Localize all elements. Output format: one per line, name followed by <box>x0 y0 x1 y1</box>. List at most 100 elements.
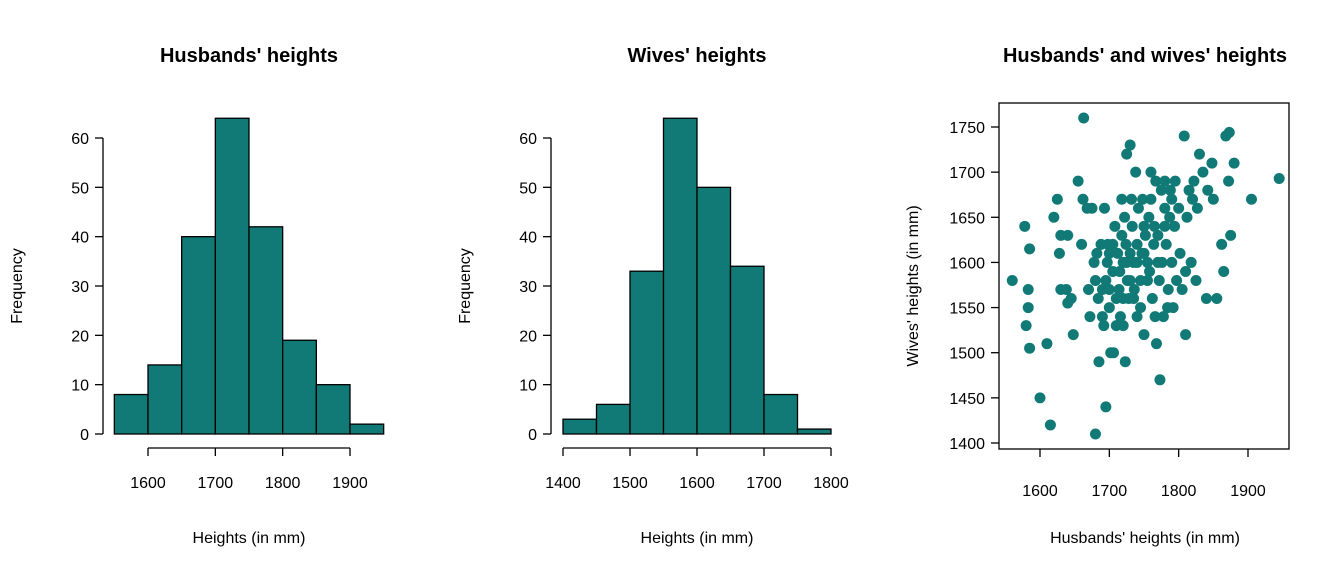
scatter-point <box>1019 220 1031 232</box>
y-tick-label: 30 <box>519 279 537 296</box>
scatter-point <box>1141 274 1153 286</box>
x-tick-label: 1700 <box>746 475 782 492</box>
scatter-point <box>1103 302 1115 314</box>
scatter-point <box>1139 229 1151 241</box>
scatter-point <box>1131 238 1143 250</box>
scatter-point <box>1138 247 1150 259</box>
scatter-point <box>1065 293 1077 305</box>
scatter-point <box>1084 311 1096 323</box>
scatter-point <box>1121 148 1133 160</box>
scatter-point <box>1062 229 1074 241</box>
y-tick-label: 20 <box>519 328 537 345</box>
scatter-point <box>1114 265 1126 277</box>
scatter-point <box>1103 284 1115 296</box>
histogram-bar <box>662 117 698 435</box>
y-tick-label: 60 <box>71 131 89 148</box>
scatter-point <box>1155 184 1167 196</box>
x-tick-label: 1800 <box>813 475 849 492</box>
x-tick-label: 1700 <box>1092 483 1128 500</box>
y-tick-label: 1450 <box>949 391 985 408</box>
scatter-point <box>1143 211 1155 223</box>
x-axis-label: Husbands' heights (in mm) <box>1050 530 1240 547</box>
scatter-point <box>1148 220 1160 232</box>
scatter-point <box>1091 247 1103 259</box>
scatter-point <box>1053 247 1065 259</box>
x-axis-label: Heights (in mm) <box>193 530 306 547</box>
y-tick-label: 0 <box>80 427 89 444</box>
scatter-point <box>1110 320 1122 332</box>
x-tick-label: 1500 <box>612 475 648 492</box>
chart-title: Husbands' and wives' heights <box>1003 45 1287 67</box>
scatter-point <box>1180 265 1192 277</box>
scatter-point <box>1078 112 1090 124</box>
x-axis-label: Heights (in mm) <box>641 530 754 547</box>
scatter-point <box>1145 166 1157 178</box>
scatter-point <box>1048 211 1060 223</box>
scatter-point <box>1089 274 1101 286</box>
scatter-point <box>1148 238 1160 250</box>
scatter-point <box>1034 392 1046 404</box>
scatter-point <box>1144 265 1156 277</box>
y-tick-label: 1400 <box>949 436 985 453</box>
y-tick-label: 50 <box>519 180 537 197</box>
scatter-point <box>1216 238 1228 250</box>
scatter-point <box>1098 202 1110 214</box>
scatter-point <box>1044 419 1056 431</box>
scatter-point <box>1124 139 1136 151</box>
scatter-point <box>1159 175 1171 187</box>
scatter-point <box>1200 293 1212 305</box>
scatter-point <box>1041 338 1053 350</box>
scatter-point <box>1218 265 1230 277</box>
scatter-point <box>1191 202 1203 214</box>
scatter-point <box>1223 175 1235 187</box>
scatter-point <box>1114 311 1126 323</box>
scatter-point <box>1086 202 1098 214</box>
scatter-point <box>1197 166 1209 178</box>
scatter-point <box>1167 302 1179 314</box>
histogram-bar <box>214 117 250 435</box>
histogram-bar <box>113 393 149 435</box>
scatter-point <box>1159 220 1171 232</box>
scatter-point <box>1206 157 1218 169</box>
scatter-point <box>1100 401 1112 413</box>
y-tick-label: 30 <box>71 279 89 296</box>
scatter-point <box>1096 311 1108 323</box>
y-axis-label: Frequency <box>9 248 26 324</box>
scatter-point <box>1159 202 1171 214</box>
heights-scatter: Husbands' and wives' heights Husbands' h… <box>905 45 1290 547</box>
scatter-point <box>1188 175 1200 187</box>
x-tick-label: 1900 <box>332 475 368 492</box>
scatter-point <box>1183 184 1195 196</box>
histogram-bar <box>629 270 665 435</box>
scatter-point <box>1060 284 1072 296</box>
scatter-point <box>1164 211 1176 223</box>
scatter-point <box>1107 347 1119 359</box>
scatter-point <box>1131 311 1143 323</box>
scatter-point <box>1162 284 1174 296</box>
scatter-point <box>1157 311 1169 323</box>
scatter-point <box>1103 247 1115 259</box>
y-tick-label: 10 <box>519 378 537 395</box>
x-tick-label: 1800 <box>1161 483 1197 500</box>
scatter-point <box>1173 202 1185 214</box>
scatter-point <box>1124 274 1136 286</box>
histogram-bar <box>147 364 183 435</box>
histogram-bar <box>248 226 284 435</box>
scatter-point <box>1083 284 1095 296</box>
y-tick-label: 40 <box>71 230 89 247</box>
wives-histogram: Wives' heights Heights (in mm) Frequency… <box>457 45 849 547</box>
scatter-point <box>1092 293 1104 305</box>
scatter-point <box>1072 175 1084 187</box>
scatter-point <box>1146 293 1158 305</box>
y-tick-label: 40 <box>519 230 537 247</box>
y-tick-label: 1600 <box>949 255 985 272</box>
histogram-bar <box>796 428 832 435</box>
scatter-point <box>1150 338 1162 350</box>
y-tick-label: 1650 <box>949 210 985 227</box>
husbands-histogram: Husbands' heights Heights (in mm) Freque… <box>9 45 385 547</box>
scatter-point <box>1089 428 1101 440</box>
scatter-point <box>1176 284 1188 296</box>
scatter-point <box>1152 229 1164 241</box>
plot-frame <box>998 102 1290 450</box>
scatter-point <box>1202 184 1214 196</box>
